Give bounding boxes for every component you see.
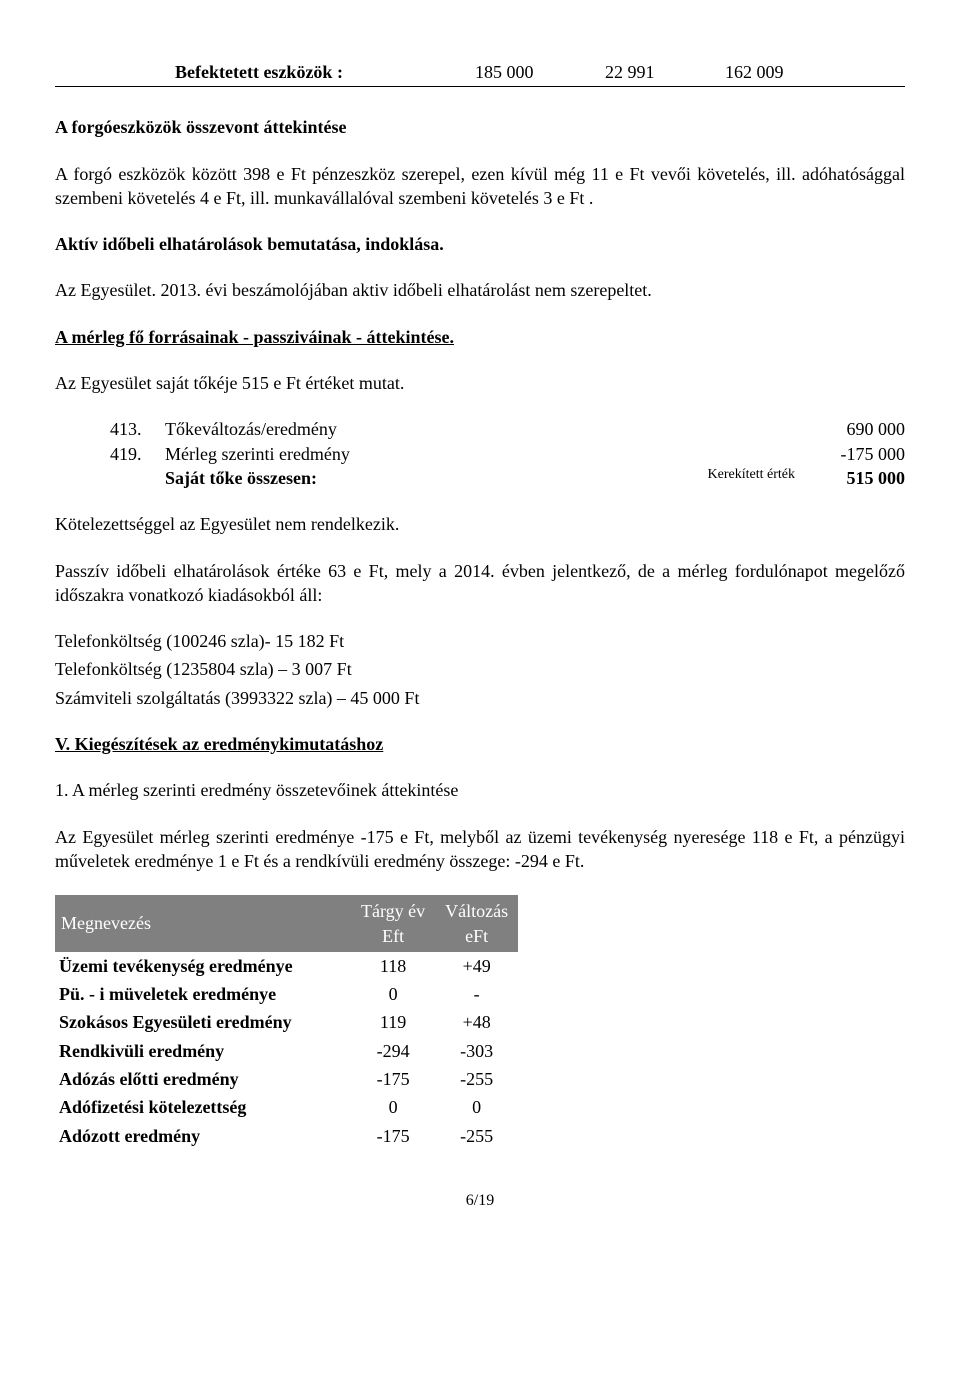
table-row: Pü. - i müveletek eredménye0- xyxy=(55,980,518,1008)
summary-v1: 185 000 xyxy=(475,60,605,84)
cell-valtozas: +48 xyxy=(435,1008,518,1036)
th-megnevezes: Megnevezés xyxy=(55,895,351,952)
cell-valtozas: -255 xyxy=(435,1065,518,1093)
cell-valtozas: +49 xyxy=(435,952,518,980)
item-number xyxy=(55,466,165,490)
equity-list: 413. Tőkeváltozás/eredmény 690 000 419. … xyxy=(55,417,905,490)
cell-name: Pü. - i müveletek eredménye xyxy=(55,980,351,1008)
list-item: 413. Tőkeváltozás/eredmény 690 000 xyxy=(55,417,905,441)
cell-valtozas: -303 xyxy=(435,1037,518,1065)
cell-targyev: 0 xyxy=(351,980,435,1008)
cell-name: Rendkivüli eredmény xyxy=(55,1037,351,1065)
heading-kiegeszites: V. Kiegészítések az eredménykimutatáshoz xyxy=(55,732,905,756)
item-value: 515 000 xyxy=(805,466,905,490)
paragraph-forgoeszkozok: A forgó eszközök között 398 e Ft pénzesz… xyxy=(55,162,905,211)
paragraph-aktiv: Az Egyesület. 2013. évi beszámolójában a… xyxy=(55,278,905,302)
cell-targyev: 0 xyxy=(351,1093,435,1121)
cell-name: Adózás előtti eredmény xyxy=(55,1065,351,1093)
cell-targyev: 118 xyxy=(351,952,435,980)
list-item-sum: Saját tőke összesen: Kerekített érték 51… xyxy=(55,466,905,490)
item-number: 413. xyxy=(55,417,165,441)
cost-line: Telefonköltség (100246 szla)- 15 182 Ft xyxy=(55,629,905,653)
item-number: 419. xyxy=(55,442,165,466)
item-text: Saját tőke összesen: xyxy=(165,466,675,490)
paragraph-passziv: Passzív időbeli elhatárolások értéke 63 … xyxy=(55,559,905,608)
cell-targyev: -294 xyxy=(351,1037,435,1065)
cell-targyev: -175 xyxy=(351,1122,435,1150)
heading-aktiv: Aktív időbeli elhatárolások bemutatása, … xyxy=(55,232,905,256)
page-number: 6/19 xyxy=(55,1190,905,1212)
cost-lines: Telefonköltség (100246 szla)- 15 182 Ft … xyxy=(55,629,905,710)
paragraph-point1: 1. A mérleg szerinti eredmény összetevői… xyxy=(55,778,905,802)
cell-targyev: -175 xyxy=(351,1065,435,1093)
cost-line: Telefonköltség (1235804 szla) – 3 007 Ft xyxy=(55,657,905,681)
item-text: Mérleg szerinti eredmény xyxy=(165,442,675,466)
item-note xyxy=(675,417,805,441)
item-note: Kerekített érték xyxy=(675,466,805,490)
th-targyev: Tárgy évEft xyxy=(351,895,435,952)
summary-v2: 22 991 xyxy=(605,60,725,84)
table-row: Üzemi tevékenység eredménye118+49 xyxy=(55,952,518,980)
table-row: Rendkivüli eredmény-294-303 xyxy=(55,1037,518,1065)
table-row: Szokásos Egyesületi eredmény119+48 xyxy=(55,1008,518,1036)
item-value: -175 000 xyxy=(805,442,905,466)
heading-merleg: A mérleg fő forrásainak - passziváinak -… xyxy=(55,325,905,349)
summary-row: Befektetett eszközök : 185 000 22 991 16… xyxy=(55,60,905,87)
paragraph-sajattoke: Az Egyesület saját tőkéje 515 e Ft érték… xyxy=(55,371,905,395)
cell-name: Adózott eredmény xyxy=(55,1122,351,1150)
item-note xyxy=(675,442,805,466)
cell-valtozas: -255 xyxy=(435,1122,518,1150)
cell-name: Üzemi tevékenység eredménye xyxy=(55,952,351,980)
sum-label: Saját tőke összesen xyxy=(165,468,311,488)
table-row: Adózott eredmény-175-255 xyxy=(55,1122,518,1150)
heading-forgoeszkozok: A forgóeszközök összevont áttekintése xyxy=(55,115,905,139)
paragraph-eredmeny: Az Egyesület mérleg szerinti eredménye -… xyxy=(55,825,905,874)
summary-v3: 162 009 xyxy=(725,60,845,84)
table-row: Adózás előtti eredmény-175-255 xyxy=(55,1065,518,1093)
summary-label: Befektetett eszközök : xyxy=(55,60,475,84)
table-row: Adófizetési kötelezettség00 xyxy=(55,1093,518,1121)
cell-targyev: 119 xyxy=(351,1008,435,1036)
list-item: 419. Mérleg szerinti eredmény -175 000 xyxy=(55,442,905,466)
cell-name: Adófizetési kötelezettség xyxy=(55,1093,351,1121)
item-value: 690 000 xyxy=(805,417,905,441)
results-table: Megnevezés Tárgy évEft VáltozáseFt Üzemi… xyxy=(55,895,518,1150)
paragraph-kotelezettseg: Kötelezettséggel az Egyesület nem rendel… xyxy=(55,512,905,536)
cell-valtozas: 0 xyxy=(435,1093,518,1121)
cost-line: Számviteli szolgáltatás (3993322 szla) –… xyxy=(55,686,905,710)
item-text: Tőkeváltozás/eredmény xyxy=(165,417,675,441)
cell-name: Szokásos Egyesületi eredmény xyxy=(55,1008,351,1036)
th-valtozas: VáltozáseFt xyxy=(435,895,518,952)
cell-valtozas: - xyxy=(435,980,518,1008)
